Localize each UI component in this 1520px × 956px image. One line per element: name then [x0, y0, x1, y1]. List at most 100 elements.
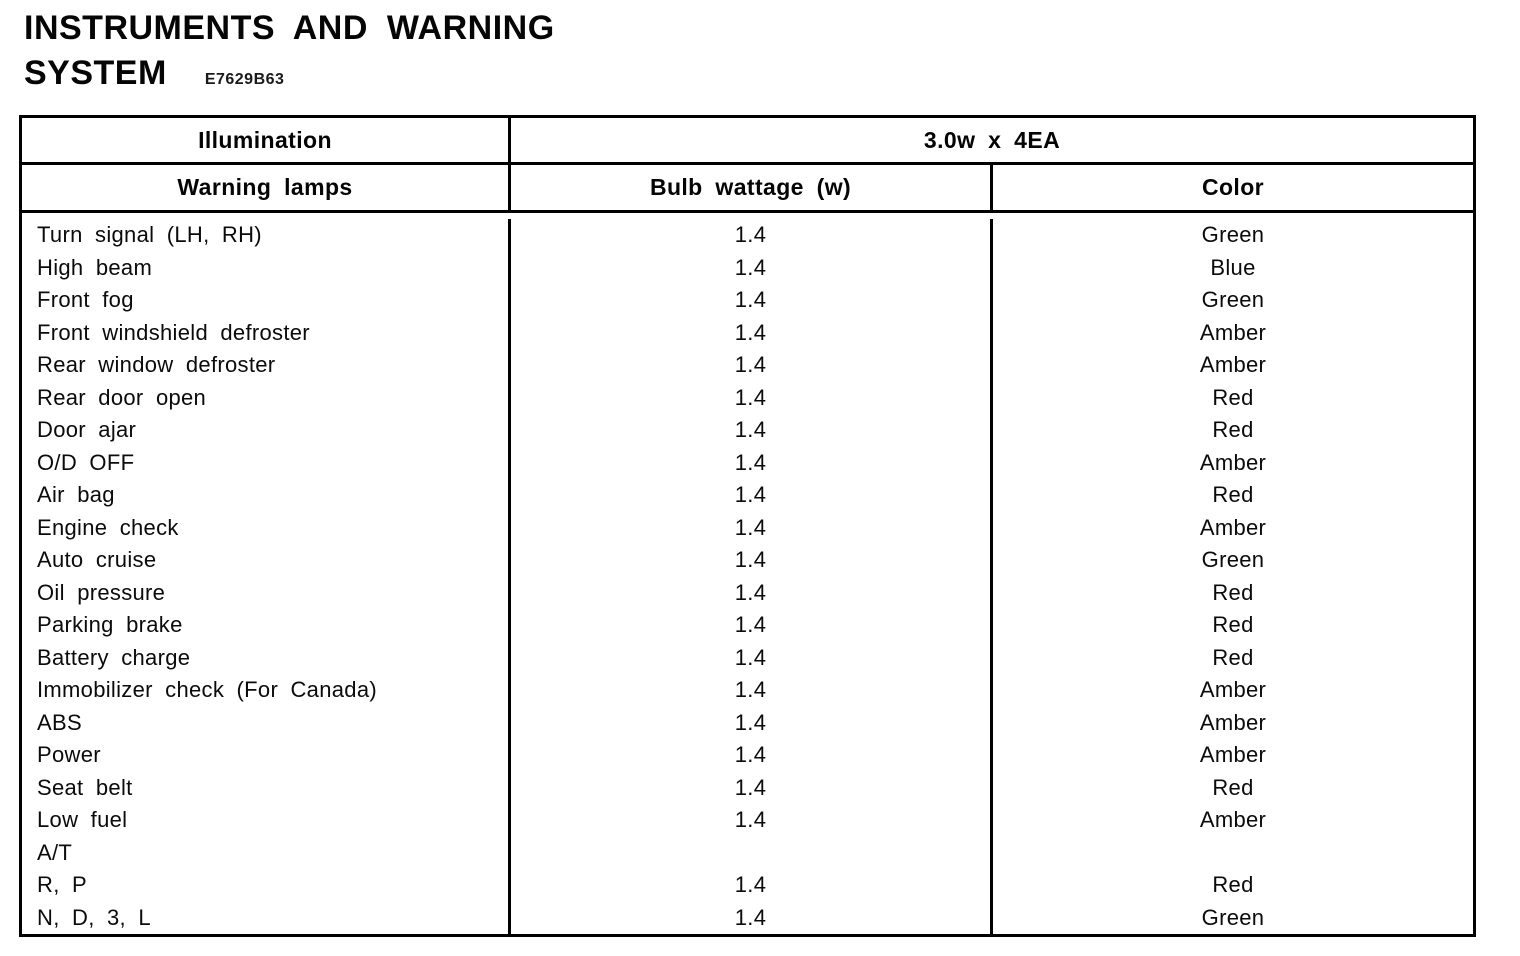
bulb-color-value: Red [990, 869, 1473, 902]
bulb-wattage-value: 1.4 [508, 316, 990, 349]
bulb-wattage-value: 1.4 [508, 901, 990, 934]
lamp-name: Rear window defroster [37, 352, 276, 378]
bulb-wattage-value: 1.4 [508, 641, 990, 674]
lamp-name: Auto cruise [37, 547, 157, 573]
bulb-wattage-value: 1.4 [508, 446, 990, 479]
bulb-wattage-value: 1.4 [508, 706, 990, 739]
table-header-row-columns: Warning lamps Bulb wattage (w) Color [22, 165, 1473, 213]
table-row: Power 1.4 Amber [22, 739, 1473, 772]
bulb-color-value: Red [990, 641, 1473, 674]
table-row: Front windshield defroster 1.4 Amber [22, 316, 1473, 349]
bulb-color-value: Amber [990, 446, 1473, 479]
bulb-wattage-value: 1.4 [508, 739, 990, 772]
bulb-color-value: Amber [990, 511, 1473, 544]
bulb-color-value: Amber [990, 804, 1473, 837]
table-row: Low fuel 1.4 Amber [22, 804, 1473, 837]
lamp-name: Air bag [37, 482, 115, 508]
bulb-color-value: Green [990, 544, 1473, 577]
table-row: Air bag 1.4 Red [22, 479, 1473, 512]
bulb-color-value: Amber [990, 739, 1473, 772]
bulb-wattage-value: 1.4 [508, 674, 990, 707]
bulb-wattage-value: 1.4 [508, 219, 990, 252]
lamp-name: Immobilizer check (For Canada) [37, 677, 377, 703]
lamp-name: Front windshield defroster [37, 319, 310, 345]
bulb-wattage-value: 1.4 [508, 869, 990, 902]
table-row: Rear window defroster 1.4 Amber [22, 349, 1473, 382]
table-row: Rear door open 1.4 Red [22, 381, 1473, 414]
lamp-name: N, D, 3, L [37, 904, 151, 930]
page-title-line1: INSTRUMENTS AND WARNING [24, 9, 555, 47]
bulb-wattage-value: 1.4 [508, 576, 990, 609]
bulb-wattage-value: 1.4 [508, 284, 990, 317]
lamp-name: Parking brake [37, 612, 183, 638]
bulb-wattage-value: 1.4 [508, 251, 990, 284]
table-row: Door ajar 1.4 Red [22, 414, 1473, 447]
bulb-color-value: Red [990, 576, 1473, 609]
bulb-color-value: Green [990, 219, 1473, 252]
table-row: High beam 1.4 Blue [22, 251, 1473, 284]
lamp-name: ABS [37, 709, 82, 735]
table-row: O/D OFF 1.4 Amber [22, 446, 1473, 479]
document-code: E7629B63 [204, 71, 285, 88]
bulb-wattage-value: 1.4 [508, 609, 990, 642]
bulb-wattage-value: 1.4 [508, 804, 990, 837]
header-cell-illumination: Illumination [198, 126, 332, 153]
bulb-wattage-value: 1.4 [508, 479, 990, 512]
table-row: Oil pressure 1.4 Red [22, 576, 1473, 609]
bulb-color-value: Amber [990, 674, 1473, 707]
table-row: Engine check 1.4 Amber [22, 511, 1473, 544]
bulb-color-value: Blue [990, 251, 1473, 284]
table-header-row-illumination: Illumination 3.0w x 4EA [22, 118, 1473, 166]
table-row: Seat belt 1.4 Red [22, 771, 1473, 804]
bulb-color-value: Amber [990, 706, 1473, 739]
page-title: INSTRUMENTS AND WARNING SYSTEM E7629B63 [24, 6, 555, 96]
lamp-name: Low fuel [37, 807, 128, 833]
table-row: Immobilizer check (For Canada) 1.4 Amber [22, 674, 1473, 707]
table-body: Turn signal (LH, RH) 1.4 Green High beam… [22, 213, 1473, 934]
lamp-name: Oil pressure [37, 579, 166, 605]
lamp-name: Power [37, 742, 101, 768]
bulb-color-value: Green [990, 901, 1473, 934]
table-row: Parking brake 1.4 Red [22, 609, 1473, 642]
bulb-color-value: Amber [990, 316, 1473, 349]
bulb-wattage-value: 1.4 [508, 414, 990, 447]
table-row: R, P 1.4 Red [22, 869, 1473, 902]
warning-lamp-spec-table: Illumination 3.0w x 4EA Warning lamps Bu… [19, 115, 1476, 937]
table-row: N, D, 3, L 1.4 Green [22, 901, 1473, 934]
lamp-name: R, P [37, 872, 87, 898]
table-row: ABS 1.4 Amber [22, 706, 1473, 739]
bulb-color-value: Red [990, 414, 1473, 447]
lamp-name: Turn signal (LH, RH) [37, 222, 262, 248]
table-row: Battery charge 1.4 Red [22, 641, 1473, 674]
bulb-color-value: Amber [990, 349, 1473, 382]
table-row: Turn signal (LH, RH) 1.4 Green [22, 219, 1473, 252]
lamp-name: Battery charge [37, 644, 191, 670]
bulb-color-value [990, 836, 1473, 869]
bulb-color-value: Red [990, 381, 1473, 414]
lamp-name: High beam [37, 254, 153, 280]
bulb-color-value: Red [990, 479, 1473, 512]
table-row: Front fog 1.4 Green [22, 284, 1473, 317]
lamp-name: O/D OFF [37, 449, 135, 475]
bulb-color-value: Red [990, 771, 1473, 804]
bulb-wattage-value: 1.4 [508, 381, 990, 414]
bulb-wattage-value: 1.4 [508, 771, 990, 804]
bulb-wattage-value: 1.4 [508, 544, 990, 577]
bulb-wattage-value [508, 836, 990, 869]
lamp-name: Engine check [37, 514, 179, 540]
header-cell-bulb-wattage: Bulb wattage (w) [508, 165, 990, 210]
header-cell-warning-lamps: Warning lamps [177, 174, 353, 200]
lamp-name: Seat belt [37, 774, 133, 800]
lamp-name: A/T [37, 839, 73, 865]
lamp-name: Door ajar [37, 417, 137, 443]
header-cell-color: Color [990, 165, 1473, 210]
bulb-wattage-value: 1.4 [508, 349, 990, 382]
lamp-name: Rear door open [37, 384, 207, 410]
table-row: Auto cruise 1.4 Green [22, 544, 1473, 577]
lamp-name: Front fog [37, 287, 134, 313]
bulb-wattage-value: 1.4 [508, 511, 990, 544]
table-row: A/T [22, 836, 1473, 869]
page-title-line2: SYSTEM [24, 54, 167, 92]
bulb-color-value: Red [990, 609, 1473, 642]
bulb-color-value: Green [990, 284, 1473, 317]
